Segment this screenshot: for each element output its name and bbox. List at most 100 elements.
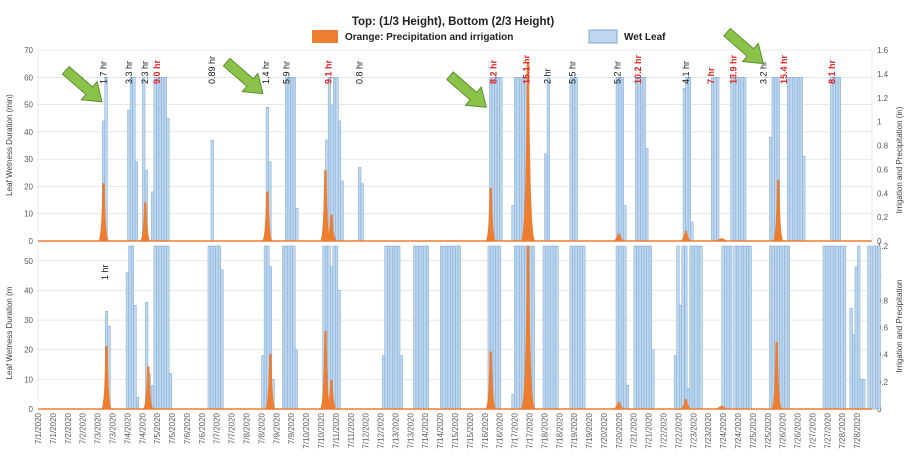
x-tick-label: 7/13/2020 [406,412,415,448]
bottom-wet-bar [786,245,791,410]
top-right-tick-label: 1.2 [877,94,889,103]
bottom-precip-spike [612,401,626,410]
x-tick-label: 7/2/2020 [64,412,73,444]
x-axis: 7/1/2020 7/1/2020 7/2/2020 7/2/2020 7/3/2020… [34,412,862,448]
top-wet-bar [645,147,649,242]
bottom-wet-bar [699,245,703,410]
bottom-wet-bar [133,305,137,410]
bottom-left-axis-title: Leaf Wetness Duration (m [5,286,14,379]
top-right-tick-label: 0.8 [877,142,889,151]
bottom-right-tick-label: 0.8 [877,296,889,305]
top-wet-bar [166,117,170,242]
bottom-wet-bar [643,245,647,410]
x-tick-label: 7/20/2020 [615,412,624,448]
bottom-wet-bar [212,245,216,410]
bottom-precip-spike [679,399,693,410]
bottom-wet-bar [577,245,581,410]
bottom-left-tick-label: 20 [24,346,33,355]
x-tick-label: 7/6/2020 [183,412,192,444]
top-wet-bar [569,77,573,242]
bottom-wet-bar [495,245,499,410]
top-wet-bar [574,77,578,242]
bottom-wet-bar [733,245,737,410]
top-precip-spike [260,191,274,242]
bottom-right-tick-label: 0 [877,405,882,414]
bottom-wet-bar [263,245,267,410]
top-right-tick-label: 0.2 [877,213,889,222]
bottom-wet-bar [651,349,655,410]
x-tick-label: 7/11/2020 [347,412,356,448]
x-tick-label: 7/22/2020 [674,412,683,448]
x-tick-label: 7/5/2020 [168,412,177,444]
bottom-precip-spike [484,351,498,410]
top-wet-bar [295,208,299,242]
top-left-tick-label: 70 [24,46,33,55]
bottom-wet-bar [735,245,740,410]
bottom-wet-bar [691,245,695,410]
bottom-wet-bar [135,396,140,410]
x-tick-label: 7/19/2020 [570,412,579,448]
top-duration-label: 0.89 hr [207,56,217,84]
bottom-wet-bar [633,245,637,410]
x-tick-label: 7/6/2020 [198,412,207,444]
x-tick-label: 7/9/2020 [272,412,281,444]
bottom-wet-bar [394,245,398,410]
top-right-tick-label: 1.4 [877,70,889,79]
bottom-wet-bar [746,245,750,410]
bottom-right-tick-label: 1.2 [877,242,889,251]
top-wet-bar [618,77,622,242]
x-tick-label: 7/28/2020 [853,412,862,448]
x-tick-label: 7/9/2020 [287,412,296,444]
top-left-tick-label: 0 [29,237,34,246]
top-wet-bar [516,77,520,242]
top-duration-label: 1.4 hr [261,61,271,84]
bottom-right-tick-label: 0.4 [877,351,889,360]
bottom-wet-bar [166,245,170,410]
bottom-wet-bar [420,245,424,410]
bottom-wet-bar [413,245,417,410]
bottom-wet-bar [741,245,745,410]
top-precip-spike [679,231,693,242]
bottom-wet-bar [217,245,221,410]
bottom-wet-bar [827,245,831,410]
top-wet-bar [792,77,796,242]
top-right-axis-title: Irrigation and Precipitation (in) [895,106,904,213]
bottom-wet-bar [582,245,586,410]
legend-precip-swatch [312,30,338,43]
top-duration-label: 13.9 hr [728,54,738,84]
x-tick-label: 7/23/2020 [704,412,713,448]
bottom-wet-bar [830,245,834,410]
bottom-wet-bar [550,245,554,410]
bottom-wet-bar [220,269,224,410]
bottom-wet-bar [781,245,785,410]
top-green-arrow [61,65,103,103]
bottom-precip-spike [141,366,155,410]
x-tick-label: 7/8/2020 [257,412,266,444]
top-duration-label: 9.0 hr [152,59,162,84]
top-wet-bar [134,161,138,242]
bottom-wet-bar [445,245,449,410]
bottom-wet-bar [514,245,518,410]
bottom-wet-bar [492,245,496,410]
top-wet-bar [544,153,548,242]
bottom-wet-bar [210,245,214,410]
x-tick-label: 7/5/2020 [153,412,162,444]
bottom-wet-bar [877,245,881,410]
top-wet-bar [690,221,694,242]
bottom-wet-bar [673,355,677,410]
bottom-wet-bar [397,245,401,410]
x-tick-label: 7/16/2020 [481,412,490,448]
x-tick-label: 7/1/2020 [34,412,43,444]
x-tick-label: 7/21/2020 [645,412,654,448]
bottom-wet-bar [569,245,573,410]
bottom-wet-bar [284,245,288,410]
bottom-wet-bar [389,245,393,410]
bottom-wet-bar [415,245,419,410]
bottom-wet-bar [769,245,773,410]
top-wet-bar [496,77,500,242]
top-wet-bar [158,77,162,242]
bottom-wet-bar [455,245,459,410]
top-precip-spike [612,233,626,242]
bottom-wet-bar [294,349,298,410]
